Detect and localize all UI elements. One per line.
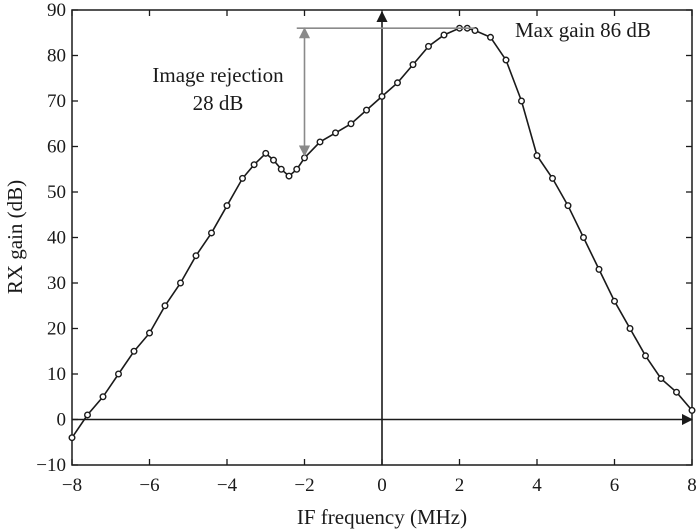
x-tick-label: −8 [62, 475, 82, 496]
x-tick-label: 0 [377, 475, 387, 496]
data-point [145, 329, 153, 337]
data-point [161, 302, 169, 310]
y-tick-label: 40 [47, 228, 66, 249]
data-point [301, 154, 309, 162]
data-point [83, 411, 91, 419]
data-point [688, 406, 696, 414]
x-axis-title: IF frequency (MHz) [297, 505, 467, 529]
x-tick-label: 4 [532, 475, 542, 496]
y-tick-label: 30 [47, 273, 66, 294]
data-point [533, 152, 541, 160]
data-point [277, 165, 285, 173]
y-tick-label: 70 [47, 91, 66, 112]
data-points [68, 24, 696, 442]
data-point [642, 352, 650, 360]
data-point [68, 434, 76, 442]
data-point [502, 56, 510, 64]
data-point [207, 229, 215, 237]
x-tick-label: −4 [217, 475, 238, 496]
data-point [657, 375, 665, 383]
data-point [347, 120, 355, 128]
data-point [238, 174, 246, 182]
x-tick-label: −2 [294, 475, 314, 496]
data-point [293, 165, 301, 173]
data-point [378, 92, 386, 100]
y-tick-label: 0 [57, 410, 67, 431]
data-point [440, 31, 448, 39]
data-point [626, 325, 634, 333]
data-point [595, 265, 603, 273]
y-axis-title: RX gain (dB) [3, 180, 27, 294]
data-point [611, 297, 619, 305]
image-rejection-value: 28 dB [193, 91, 244, 115]
data-point [250, 161, 258, 169]
data-point [518, 97, 526, 105]
data-point [316, 138, 324, 146]
y-tick-label: 80 [47, 46, 66, 67]
x-tick-labels: −8 −6 −4 −2 0 2 4 6 8 [62, 475, 697, 496]
data-point [176, 279, 184, 287]
data-point [673, 388, 681, 396]
y-tick-label: 90 [47, 0, 66, 21]
data-point [285, 172, 293, 180]
y-tick-labels: −10 0 10 20 30 40 50 60 70 80 90 [36, 0, 66, 476]
data-point [130, 347, 138, 355]
data-point [262, 149, 270, 157]
data-point [425, 42, 433, 50]
data-point [192, 252, 200, 260]
data-point [394, 79, 402, 87]
data-point [270, 156, 278, 164]
max-gain-label: Max gain 86 dB [515, 18, 651, 42]
data-point [363, 106, 371, 114]
data-point [549, 174, 557, 182]
image-rejection-label: Image rejection [152, 63, 284, 87]
data-point [580, 233, 588, 241]
y-tick-label: 10 [47, 364, 66, 385]
x-tick-label: 6 [610, 475, 620, 496]
y-tick-label: 60 [47, 137, 66, 158]
data-point [332, 129, 340, 137]
x-tick-label: −6 [139, 475, 159, 496]
y-tick-label: 50 [47, 182, 66, 203]
data-point [99, 393, 107, 401]
data-point [409, 61, 417, 69]
y-tick-label: −10 [36, 455, 66, 476]
data-point [223, 202, 231, 210]
y-tick-label: 20 [47, 319, 66, 340]
data-point [487, 33, 495, 41]
data-point [564, 202, 572, 210]
data-point [114, 370, 122, 378]
x-tick-label: 2 [455, 475, 465, 496]
x-tick-label: 8 [687, 475, 697, 496]
